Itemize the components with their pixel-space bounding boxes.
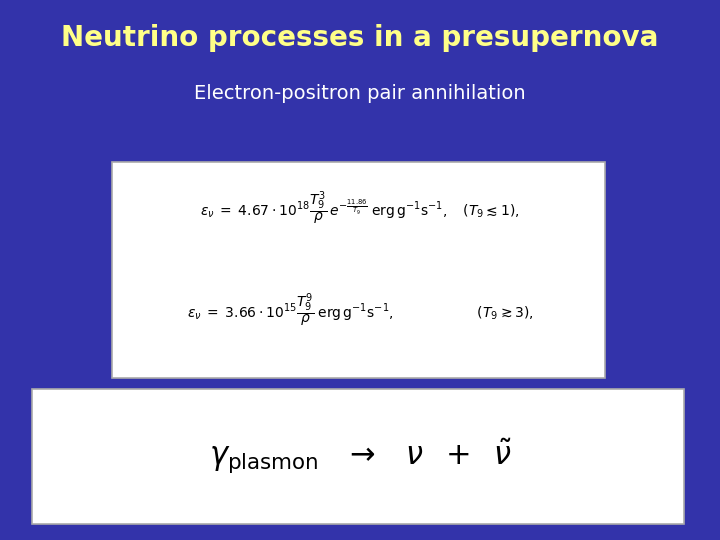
Text: $\varepsilon_\nu \;=\; 4.67 \cdot 10^{18} \dfrac{T_9^3}{\rho} \, e^{-\frac{11.86: $\varepsilon_\nu \;=\; 4.67 \cdot 10^{18…: [200, 189, 520, 227]
Text: $\gamma_{\mathrm{plasmon}} \;\;\; \rightarrow \;\;\; \nu \;\; + \;\; \tilde{\nu}: $\gamma_{\mathrm{plasmon}} \;\;\; \right…: [209, 437, 511, 476]
Text: Electron-positron pair annihilation: Electron-positron pair annihilation: [194, 84, 526, 103]
Text: $\varepsilon_\nu \;=\; 3.66 \cdot 10^{15} \dfrac{T_9^9}{\rho} \; \mathrm{erg\,g^: $\varepsilon_\nu \;=\; 3.66 \cdot 10^{15…: [186, 292, 534, 329]
Text: Neutrino processes in a presupernova: Neutrino processes in a presupernova: [61, 24, 659, 52]
FancyBboxPatch shape: [32, 389, 684, 524]
FancyBboxPatch shape: [112, 162, 605, 378]
